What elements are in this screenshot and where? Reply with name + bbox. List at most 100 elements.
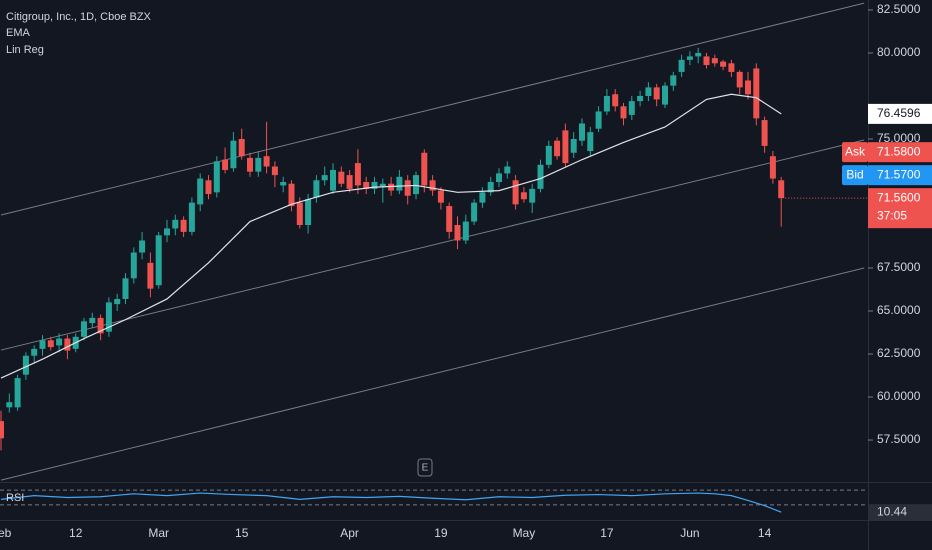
x-tick-label: 17 bbox=[600, 526, 614, 540]
y-tick-label: 60.0000 bbox=[877, 389, 921, 403]
candle-body bbox=[446, 206, 453, 232]
candle-body bbox=[720, 61, 727, 67]
lin-reg-lower bbox=[0, 267, 865, 481]
candle-body bbox=[554, 140, 561, 157]
candle-body bbox=[346, 175, 353, 189]
candle-body bbox=[512, 180, 519, 205]
ask-name-tag bbox=[842, 142, 868, 163]
candle-body bbox=[255, 157, 262, 172]
y-tick-label: 82.5000 bbox=[877, 2, 921, 16]
candle-body bbox=[753, 68, 760, 119]
candle-body bbox=[305, 199, 312, 226]
candle-body bbox=[114, 298, 121, 305]
candle-body bbox=[321, 175, 328, 181]
y-tick-label: 67.5000 bbox=[877, 260, 921, 274]
countdown: 37:05 bbox=[877, 208, 907, 222]
candle-body bbox=[504, 166, 511, 174]
earnings-letter[interactable]: E bbox=[422, 463, 429, 474]
candle-body bbox=[271, 166, 278, 176]
candle-body bbox=[0, 421, 4, 439]
candle-body bbox=[545, 145, 552, 165]
candle-body bbox=[213, 161, 220, 193]
candle-body bbox=[778, 180, 785, 199]
candle-body bbox=[180, 219, 187, 232]
candle-body bbox=[570, 138, 577, 153]
legend-indicator: EMA bbox=[6, 27, 31, 39]
bid-name-tag bbox=[842, 165, 868, 186]
candle-body bbox=[81, 321, 87, 337]
ask-price-tag bbox=[868, 142, 932, 163]
candle-body bbox=[562, 130, 569, 164]
y-tick-label: 75.0000 bbox=[877, 131, 921, 145]
candle-body bbox=[645, 87, 652, 96]
candle-body bbox=[222, 159, 229, 170]
candle-body bbox=[379, 183, 386, 188]
lin-reg-middle bbox=[0, 139, 865, 351]
overlay: Citigroup, Inc., 1D, Cboe BZX EMA Lin Re… bbox=[6, 11, 932, 521]
candle-body bbox=[628, 101, 635, 115]
candle-body bbox=[620, 106, 627, 119]
candle-body bbox=[263, 156, 270, 167]
x-tick-label: 14 bbox=[758, 526, 772, 540]
rsi-pane bbox=[0, 489, 868, 513]
earnings-icon[interactable] bbox=[417, 458, 433, 477]
candle-body bbox=[313, 180, 320, 198]
x-tick-label: Mar bbox=[148, 526, 169, 540]
legend-indicator: Lin Reg bbox=[6, 44, 44, 56]
candle-body bbox=[537, 164, 544, 189]
candle-body bbox=[230, 140, 237, 169]
candle-body bbox=[64, 338, 71, 351]
candle-body bbox=[238, 138, 245, 157]
y-tick-label: 80.0000 bbox=[877, 45, 921, 59]
bid-name: Bid bbox=[846, 167, 863, 181]
bid-price-tag bbox=[868, 165, 932, 186]
candle-body bbox=[662, 85, 668, 105]
y-tick-label: 62.5000 bbox=[877, 346, 921, 360]
candle-body bbox=[105, 302, 112, 332]
candle-body bbox=[711, 58, 718, 64]
rsi-line bbox=[0, 492, 782, 513]
ask-price-label: 71.5800 bbox=[877, 144, 921, 158]
candle-body bbox=[653, 87, 660, 100]
candle-body bbox=[678, 59, 685, 72]
ask-name: Ask bbox=[845, 144, 866, 158]
candle-body bbox=[130, 252, 137, 279]
candle-body bbox=[769, 156, 776, 179]
y-tick-label: 57.5000 bbox=[877, 432, 921, 446]
candle-body bbox=[354, 163, 361, 186]
candle-body bbox=[396, 176, 403, 191]
candle-body bbox=[122, 278, 129, 299]
candle-body bbox=[745, 80, 751, 95]
candle-body bbox=[496, 173, 502, 182]
candle-body bbox=[338, 171, 345, 184]
candle-body bbox=[587, 132, 594, 152]
candle-body bbox=[155, 235, 162, 286]
candle-body bbox=[280, 181, 287, 186]
rsi-value-label: 10.44 bbox=[877, 504, 907, 518]
candle-body bbox=[479, 192, 486, 203]
y-tick-label: 65.0000 bbox=[877, 303, 921, 317]
bid-price-label: 71.5700 bbox=[877, 167, 921, 181]
candle-body bbox=[603, 95, 610, 112]
x-tick-label: 12 bbox=[69, 526, 83, 540]
candle-body bbox=[39, 340, 46, 349]
candle-body bbox=[736, 71, 743, 88]
candle-body bbox=[413, 175, 419, 195]
x-tick-label: Apr bbox=[340, 526, 359, 540]
rsi-value-tag bbox=[868, 504, 932, 521]
candle-body bbox=[612, 94, 619, 107]
candle-body bbox=[728, 63, 735, 72]
candle-body bbox=[695, 52, 702, 57]
candle-body bbox=[579, 123, 585, 141]
candle-body bbox=[6, 402, 13, 408]
candle-body bbox=[761, 120, 768, 146]
x-tick-label: 15 bbox=[235, 526, 249, 540]
candle-body bbox=[371, 181, 378, 189]
candle-body bbox=[637, 95, 644, 102]
candle-body bbox=[670, 75, 677, 86]
candle-body bbox=[197, 178, 204, 205]
candle-body bbox=[703, 56, 710, 66]
ema-price-tag bbox=[868, 103, 932, 124]
